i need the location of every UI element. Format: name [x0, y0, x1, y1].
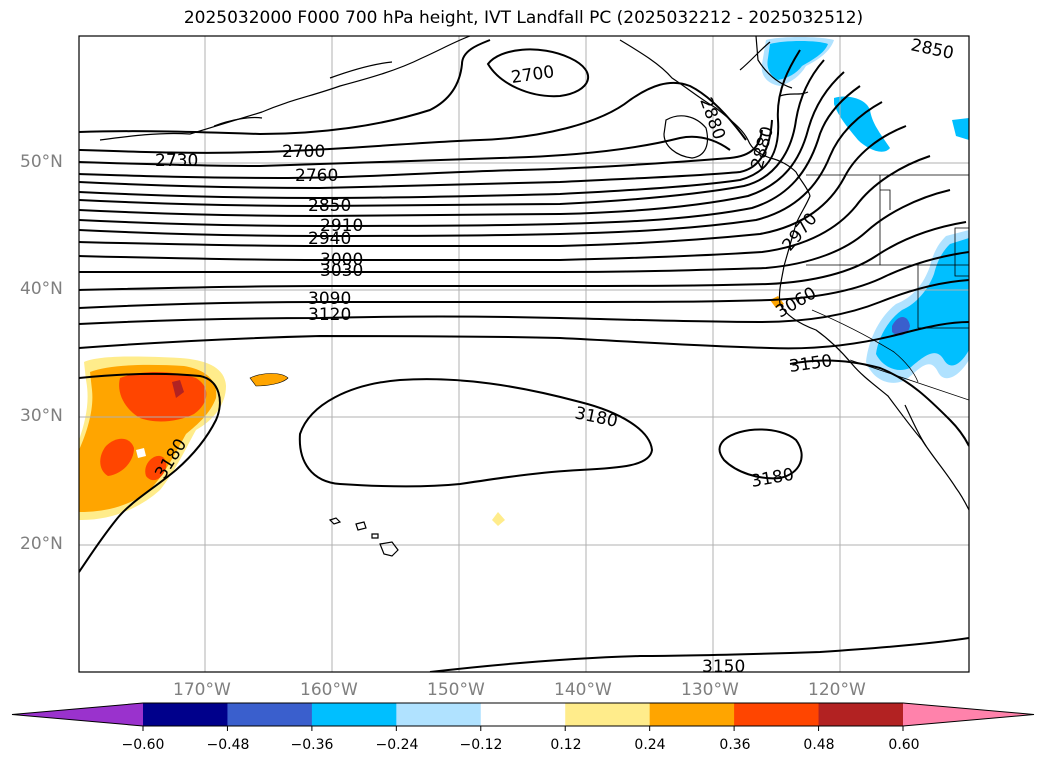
lon-tick-label: 140°W	[554, 680, 612, 700]
colorbar-tick-label: −0.12	[459, 737, 503, 753]
lon-tick-label: 130°W	[681, 680, 739, 700]
ivt-negative-anomaly-california	[866, 230, 969, 383]
lon-tick-label: 150°W	[427, 680, 485, 700]
contour-label: 3000	[320, 250, 363, 270]
lat-tick-label: 20°N	[20, 534, 63, 554]
lon-tick-label: 170°W	[173, 680, 231, 700]
contour-label: 2940	[308, 229, 351, 249]
lon-tick-label: 160°W	[300, 680, 358, 700]
contour-label: 3030	[320, 261, 363, 281]
lat-tick-label: 50°N	[20, 152, 63, 172]
ivt-negative-anomaly-north	[761, 37, 969, 152]
colorbar-tick-label: 0.12	[550, 737, 582, 753]
ivt-positive-tiny-patch	[492, 512, 505, 526]
colorbar-cell	[143, 703, 228, 726]
contour-label: 3150	[702, 657, 745, 677]
colorbar-cell	[649, 703, 735, 726]
colorbar	[11, 702, 1035, 731]
colorbar-tick-label: −0.60	[121, 737, 165, 753]
colorbar-tick-label: 0.60	[888, 737, 920, 753]
colorbar-tick-label: 0.48	[803, 737, 835, 753]
colorbar-tick-label: 0.36	[719, 737, 751, 753]
map-area	[79, 36, 969, 672]
contour-label: 2910	[320, 216, 363, 236]
graticule	[79, 36, 969, 672]
colorbar-tick-label: −0.24	[375, 737, 419, 753]
colorbar-tick-label: −0.48	[206, 737, 250, 753]
colorbar-cell	[311, 703, 397, 726]
colorbar-extension-high	[903, 703, 1034, 726]
lat-tick-label: 40°N	[20, 279, 63, 299]
lon-tick-label: 120°W	[808, 680, 866, 700]
contour-label: 2850	[308, 196, 351, 216]
map-border	[78, 35, 970, 673]
lat-tick-label: 30°N	[20, 406, 63, 426]
contour-label: 2700	[282, 142, 325, 162]
ivt-positive-small-patch	[249, 373, 289, 387]
colorbar-cell	[480, 703, 566, 726]
colorbar-cell	[565, 703, 651, 726]
colorbar-tick-label: −0.36	[290, 737, 334, 753]
colorbar-tick-label: 0.24	[634, 737, 666, 753]
contour-label: 3120	[308, 305, 351, 325]
map-title: 2025032000 F000 700 hPa height, IVT Land…	[183, 8, 864, 28]
colorbar-cell	[227, 703, 313, 726]
political-borders	[806, 174, 969, 401]
contour-label: 2730	[155, 151, 198, 171]
contour-label: 2760	[295, 166, 338, 186]
height-contours	[79, 39, 969, 672]
contour-label: 3090	[308, 289, 351, 309]
colorbar-extension-low	[12, 703, 143, 726]
colorbar-cell	[734, 703, 820, 726]
colorbar-cell	[396, 703, 482, 726]
ivt-positive-anomaly-west	[79, 356, 226, 520]
colorbar-cell	[818, 703, 904, 726]
